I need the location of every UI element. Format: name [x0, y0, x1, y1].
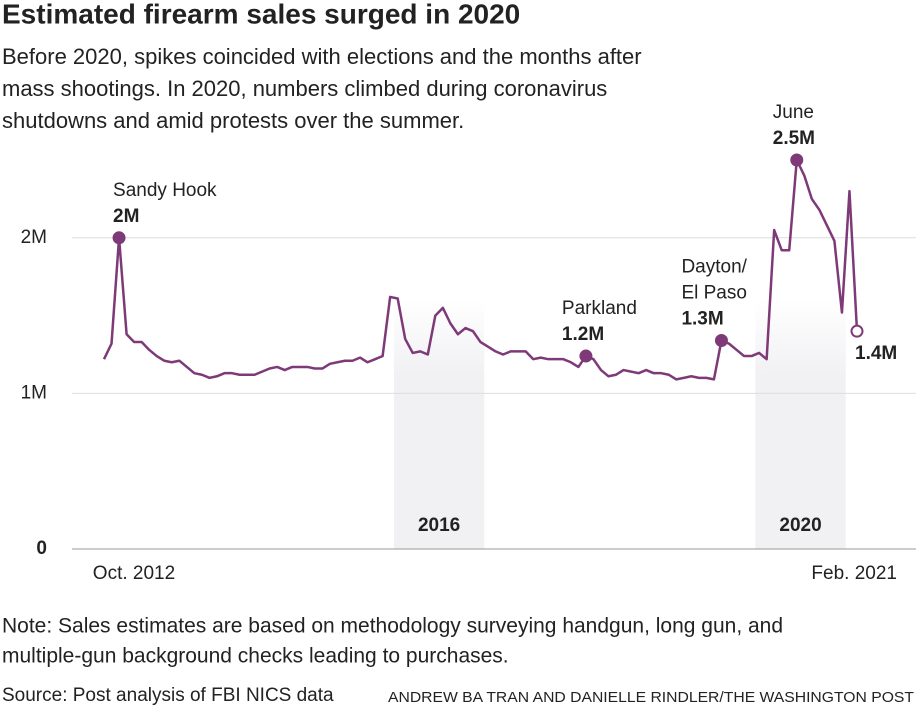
highlight-label: 2016 — [418, 515, 460, 536]
credit: ANDREW BA TRAN AND DANIELLE RINDLER/THE … — [388, 689, 914, 706]
note: multiple-gun background checks leading t… — [2, 645, 509, 668]
highlight-band — [393, 300, 485, 549]
value-label: 1.2M — [562, 324, 604, 345]
value-label: 1.4M — [855, 343, 897, 364]
chart-title: Estimated firearm sales surged in 2020 — [2, 0, 520, 29]
point-marker — [790, 153, 804, 167]
subtitle: mass shootings. In 2020, numbers climbed… — [2, 76, 607, 101]
x-tick-label: Feb. 2021 — [811, 563, 897, 584]
y-tick-label: 1M — [21, 382, 47, 403]
y-tick-label: 0 — [36, 538, 47, 559]
value-label: 1.3M — [681, 309, 723, 330]
point-marker — [112, 231, 126, 245]
annotation-label: June — [773, 102, 814, 123]
subtitle: shutdowns and amid protests over the sum… — [2, 108, 464, 133]
point-marker — [850, 324, 864, 338]
annotation-label: Sandy Hook — [113, 180, 217, 201]
point-marker — [714, 333, 728, 347]
note: Note: Sales estimates are based on metho… — [2, 615, 783, 638]
value-label: 2.5M — [773, 128, 815, 149]
value-label: 2M — [113, 206, 139, 227]
annotation-label: Parkland — [562, 298, 637, 319]
annotation-label: El Paso — [681, 283, 746, 304]
data-line — [102, 158, 859, 381]
subtitle: Before 2020, spikes coincided with elect… — [2, 44, 642, 69]
y-tick-label: 2M — [21, 227, 47, 248]
annotation-label: Dayton/ — [681, 257, 747, 278]
highlight-band — [755, 300, 846, 549]
x-tick-label: Oct. 2012 — [93, 563, 175, 584]
highlight-label: 2020 — [779, 515, 821, 536]
source: Source: Post analysis of FBI NICS data — [2, 685, 334, 706]
point-marker — [579, 349, 593, 363]
